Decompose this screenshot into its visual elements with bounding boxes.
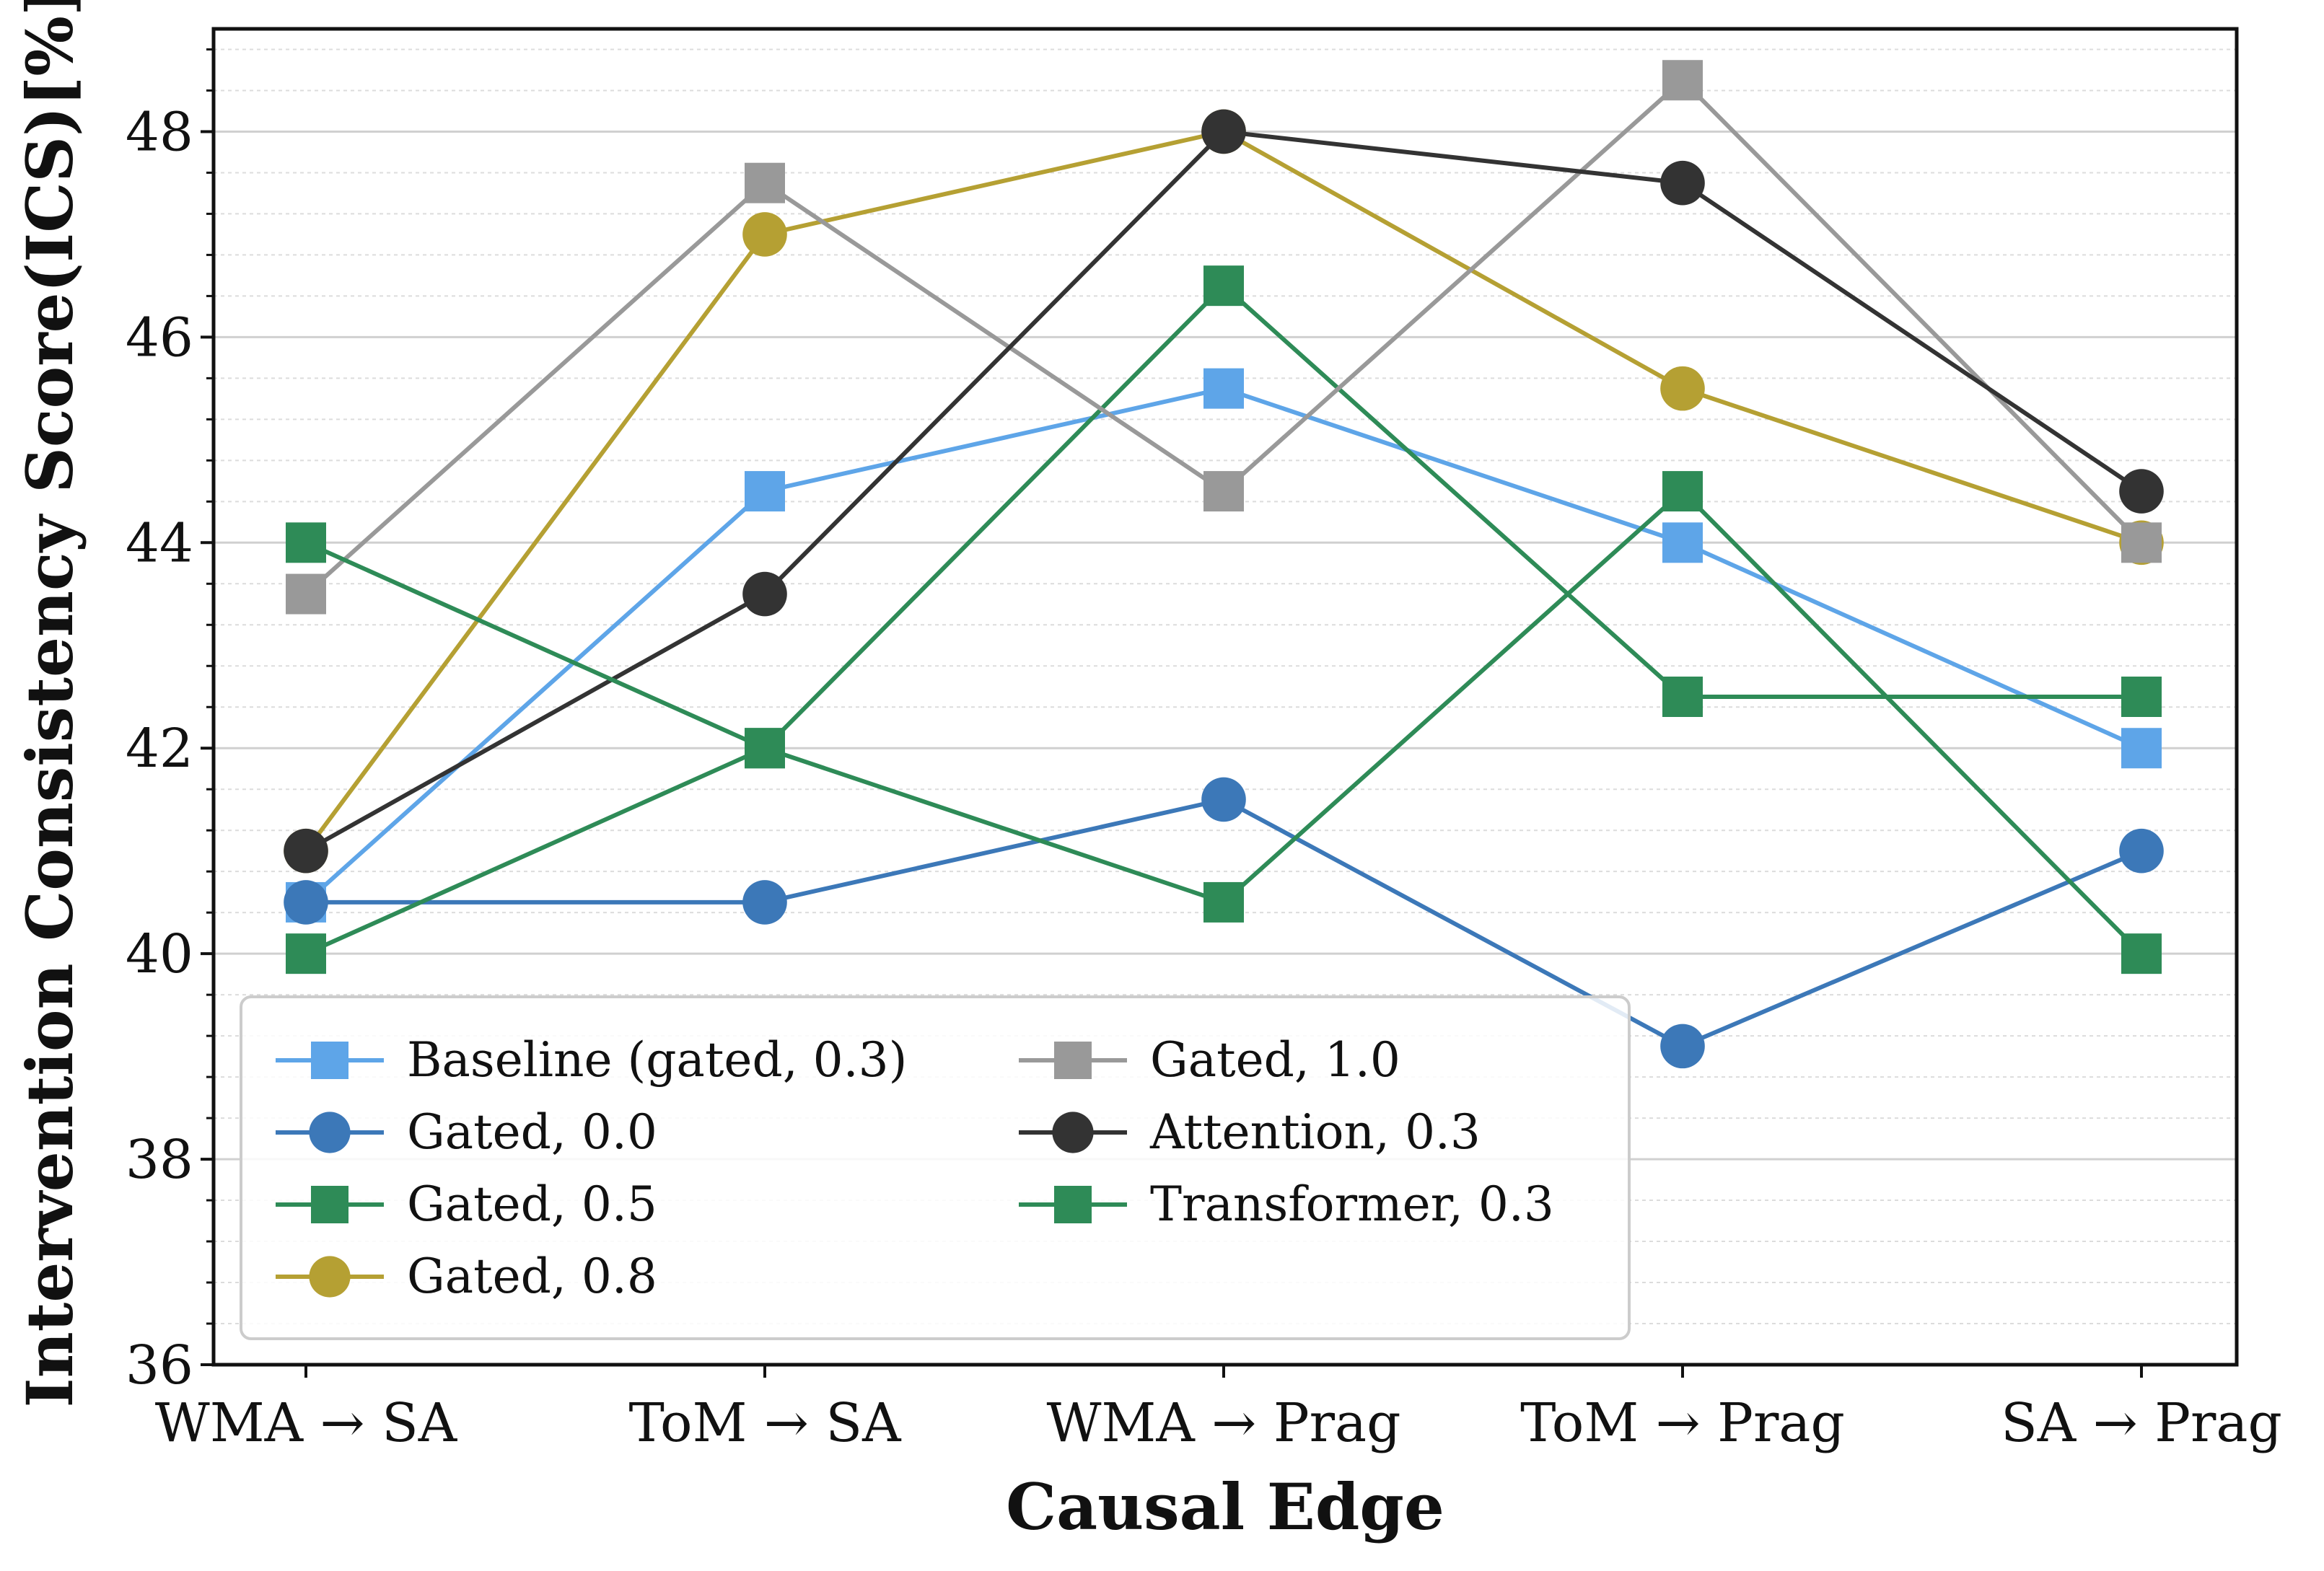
data-point: [745, 162, 785, 203]
series-lines: [284, 60, 2164, 1069]
legend-marker: [311, 1042, 348, 1079]
data-point: [284, 828, 328, 873]
data-point: [742, 212, 787, 257]
legend-marker: [1054, 1042, 1092, 1079]
y-tick-label: 48: [126, 101, 193, 163]
series-2: [284, 777, 2164, 1069]
x-tick-label: SA → Prag: [2001, 1392, 2282, 1454]
y-tick-label: 46: [126, 307, 193, 369]
legend: Baseline (gated, 0.3) Gated, 0.0 Gated, 0.…: [240, 995, 1631, 1340]
legend-item: Transformer, 0.3: [1019, 1176, 1554, 1232]
x-tick-label: WMA → Prag: [1047, 1392, 1401, 1454]
legend-marker: [311, 1186, 348, 1223]
x-axis-title: Causal Edge: [1006, 1469, 1444, 1544]
data-point: [745, 471, 785, 512]
data-point: [1203, 471, 1244, 512]
data-point: [1660, 160, 1705, 206]
legend-marker: [309, 1256, 351, 1298]
axes: 36 38 40 42 44 46 48 WMA → SA ToM → SA WMA → Prag…: [126, 48, 2282, 1454]
x-tick-label: ToM → Prag: [1520, 1392, 1845, 1454]
legend-marker: [309, 1112, 351, 1153]
data-point: [1203, 265, 1244, 307]
data-point: [286, 573, 326, 615]
data-point: [2119, 469, 2164, 514]
legend-label: Attention, 0.3: [1149, 1104, 1481, 1160]
data-point: [286, 522, 326, 563]
data-point: [1203, 881, 1244, 923]
data-point: [745, 728, 785, 769]
data-point: [1660, 366, 1705, 411]
x-tick-label: WMA → SA: [155, 1392, 458, 1454]
data-point: [2121, 677, 2162, 717]
data-point: [2121, 933, 2162, 974]
legend-label: Gated, 1.0: [1150, 1032, 1400, 1088]
legend-item: Baseline (gated, 0.3): [276, 1032, 907, 1088]
legend-item: Gated, 0.5: [276, 1176, 657, 1232]
legend-item: Gated, 0.8: [276, 1249, 657, 1304]
legend-label: Transformer, 0.3: [1150, 1176, 1554, 1232]
y-tick-label: 36: [126, 1334, 193, 1396]
data-point: [1662, 677, 1703, 717]
data-point: [742, 880, 787, 925]
legend-marker: [1054, 1186, 1092, 1223]
y-tick-label: 38: [126, 1129, 193, 1191]
data-point: [1203, 368, 1244, 409]
legend-item: Gated, 0.0: [276, 1104, 657, 1160]
data-point: [1662, 471, 1703, 512]
x-tick-label: ToM → SA: [628, 1392, 902, 1454]
data-point: [1662, 522, 1703, 563]
legend-box: [240, 995, 1631, 1340]
data-point: [1660, 1024, 1705, 1069]
data-point: [2119, 828, 2164, 873]
y-tick-label: 42: [126, 718, 193, 780]
y-tick-label: 44: [126, 512, 193, 574]
series-5: [286, 60, 2162, 615]
data-point: [1662, 60, 1703, 101]
data-point: [2121, 728, 2162, 769]
data-point: [1201, 109, 1246, 154]
legend-label: Gated, 0.5: [407, 1176, 657, 1232]
y-axis-title: Intervention Consistency Score(ICS)[%]: [12, 0, 87, 1407]
data-point: [284, 880, 328, 925]
legend-item: Attention, 0.3: [1019, 1104, 1481, 1160]
data-point: [286, 933, 326, 974]
series-7: [286, 471, 2162, 974]
legend-label: Gated, 0.8: [407, 1249, 657, 1304]
y-tick-label: 40: [126, 923, 193, 985]
legend-item: Gated, 1.0: [1019, 1032, 1400, 1088]
legend-marker: [1052, 1112, 1094, 1153]
data-point: [742, 571, 787, 617]
data-point: [1201, 777, 1246, 822]
legend-label: Baseline (gated, 0.3): [407, 1032, 907, 1088]
data-point: [2121, 522, 2162, 563]
legend-label: Gated, 0.0: [407, 1104, 657, 1160]
